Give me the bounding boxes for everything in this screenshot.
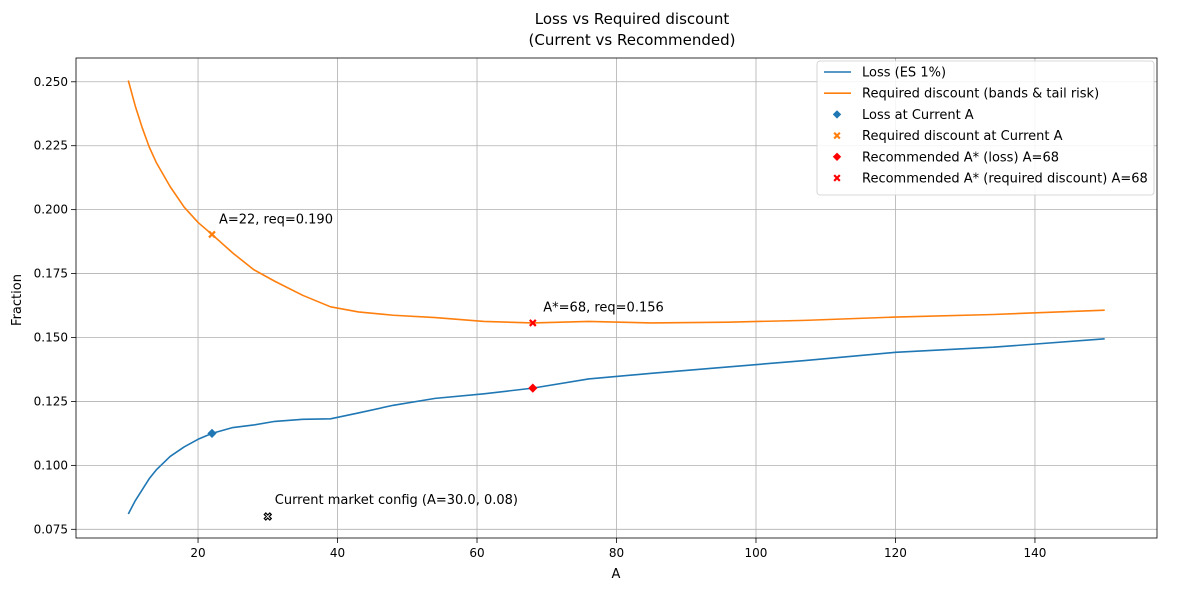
legend-x-swatch: [833, 174, 841, 182]
y-tick-label: 0.225: [34, 139, 68, 153]
x-tick-label: 100: [745, 546, 768, 560]
loss-recommended-marker: [528, 383, 538, 393]
y-tick-label: 0.200: [34, 203, 68, 217]
y-axis-label: Fraction: [10, 274, 25, 326]
legend-label: Recommended A* (loss) A=68: [862, 150, 1059, 165]
y-tick-label: 0.125: [34, 394, 68, 408]
x-axis-label: A: [612, 567, 621, 582]
x-tick-label: 20: [190, 546, 205, 560]
y-tick-label: 0.250: [34, 75, 68, 89]
annotation-recommended-required: A*=68, req=0.156: [543, 301, 664, 316]
legend-x-swatch: [833, 132, 841, 140]
plot-frame: [75, 57, 1158, 539]
y-tick-label: 0.075: [34, 522, 68, 536]
y-tick-label: 0.100: [34, 458, 68, 472]
series-line-required-discount: [127, 80, 1105, 324]
legend-diamond-swatch: [832, 152, 842, 161]
legend-label: Required discount at Current A: [862, 129, 1063, 144]
loss-current-marker: [207, 428, 217, 439]
annotation-market-config: Current market config (A=30.0, 0.08): [275, 493, 518, 508]
chart-title-line2: (Current vs Recommended): [529, 31, 736, 49]
series-lines: [127, 80, 1105, 515]
legend: Loss (ES 1%) Required discount (bands & t…: [816, 60, 1155, 196]
legend-label: Loss at Current A: [862, 108, 974, 123]
x-tick-label: 40: [330, 546, 345, 560]
markers: [207, 230, 538, 521]
legend-label: Required discount (bands & tail risk): [862, 87, 1099, 102]
annotation-current-required: A=22, req=0.190: [219, 213, 333, 228]
legend-label: Recommended A* (required discount) A=68: [862, 172, 1148, 187]
legend-diamond-swatch: [832, 110, 842, 119]
market-config-marker: [263, 512, 273, 521]
x-tick-label: 80: [609, 546, 624, 560]
series-line-loss: [127, 337, 1105, 515]
chart-title-line1: Loss vs Required discount: [535, 10, 730, 28]
y-tick-label: 0.175: [34, 267, 68, 281]
legend-label: Loss (ES 1%): [862, 66, 946, 81]
grid-lines: [76, 58, 1157, 538]
x-tick-label: 120: [884, 546, 907, 560]
required-current-marker: [208, 230, 216, 239]
x-tick-label: 60: [469, 546, 484, 560]
axes: 20 40 60 80 100 120 140 0.075 0.100 0.125 0.150 0.1…: [34, 57, 1158, 560]
x-tick-label: 140: [1023, 546, 1046, 560]
required-recommended-marker: [529, 319, 537, 327]
y-tick-label: 0.150: [34, 331, 68, 345]
annotations: A=22, req=0.190 A*=68, req=0.156 Current m…: [219, 213, 664, 509]
legend-box: [816, 60, 1155, 196]
